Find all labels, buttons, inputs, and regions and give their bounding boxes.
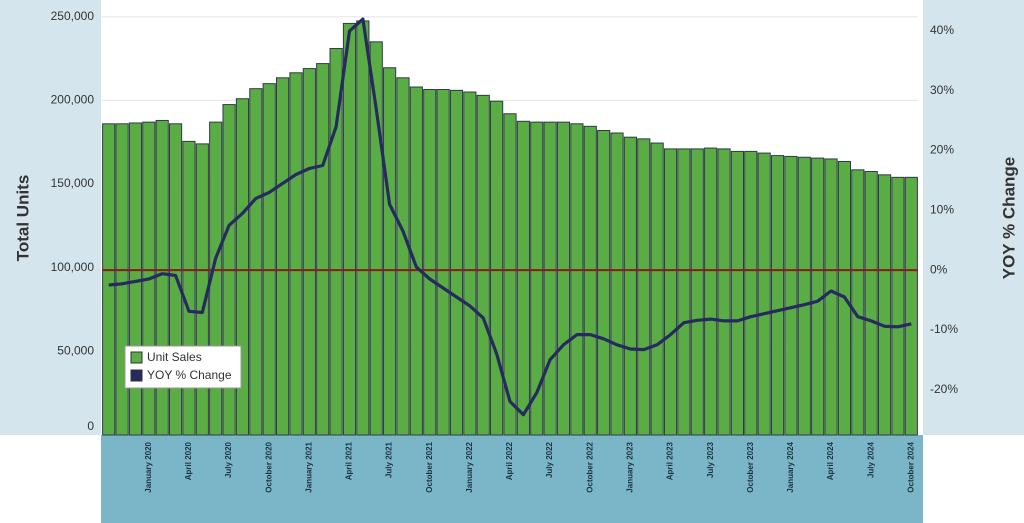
bar <box>543 121 557 436</box>
x-tick-label: July 2022 <box>545 441 554 478</box>
bar <box>329 48 343 436</box>
bar <box>249 88 263 436</box>
right-panel <box>923 0 1024 435</box>
bar <box>797 156 811 436</box>
bar <box>396 77 410 436</box>
y-tick-label: 100,000 <box>51 260 95 274</box>
bar <box>516 120 530 436</box>
y-tick-label: 50,000 <box>57 344 94 358</box>
bar <box>704 147 718 436</box>
legend-label: Unit Sales <box>147 350 202 364</box>
x-axis-panel <box>101 435 923 523</box>
left-panel <box>0 0 101 435</box>
bar <box>530 121 544 436</box>
bar <box>623 136 637 436</box>
bar <box>690 148 704 436</box>
bar <box>824 158 838 436</box>
yoy-line <box>108 17 912 417</box>
x-tick-label: July 2023 <box>706 441 715 478</box>
bar <box>556 121 571 436</box>
y2-tick-label: 10% <box>930 203 954 217</box>
y-tick-label: 150,000 <box>51 176 95 190</box>
x-tick-label: October 2022 <box>585 441 594 492</box>
bar <box>476 94 490 436</box>
bar <box>730 150 744 436</box>
bar <box>677 148 691 436</box>
legend-box <box>124 345 242 389</box>
bar <box>463 91 477 436</box>
x-tick-label: January 2020 <box>144 441 153 492</box>
bar <box>570 123 584 436</box>
bar <box>770 155 785 436</box>
x-tick-label: January 2023 <box>626 441 635 492</box>
y-tick-label: 0 <box>87 419 94 433</box>
y2-tick-label: -20% <box>930 382 958 396</box>
bar <box>851 169 865 436</box>
x-tick-label: January 2024 <box>786 441 795 492</box>
bar <box>663 148 678 436</box>
bar <box>864 170 878 436</box>
y-tick-label: 200,000 <box>51 93 95 107</box>
x-tick-label: April 2020 <box>184 441 193 480</box>
x-tick-label: July 2024 <box>866 441 875 478</box>
bar <box>276 77 290 436</box>
bar <box>637 138 651 436</box>
x-tick-label: July 2021 <box>385 441 394 478</box>
x-tick-label: July 2020 <box>224 441 233 478</box>
bar <box>289 72 303 436</box>
x-tick-label: October 2020 <box>264 441 273 492</box>
x-tick-label: April 2024 <box>826 441 835 480</box>
bar <box>877 174 892 436</box>
bar <box>891 176 905 436</box>
x-tick-label: April 2022 <box>505 441 514 480</box>
bar <box>423 89 437 436</box>
bar <box>784 155 798 436</box>
bar <box>102 123 116 436</box>
bar <box>757 152 771 436</box>
y2-tick-label: 30% <box>930 83 954 97</box>
x-tick-label: January 2021 <box>304 441 313 492</box>
x-tick-label: April 2021 <box>345 441 354 480</box>
bar <box>597 130 611 436</box>
bar <box>182 140 196 436</box>
legend: Unit Sales YOY % Change <box>124 345 242 389</box>
bar <box>717 148 731 436</box>
bar <box>449 89 464 436</box>
bar <box>316 63 330 436</box>
y2-axis-title: YOY % Change <box>999 157 1018 280</box>
x-tick-label: October 2024 <box>906 441 915 492</box>
bar <box>503 113 517 436</box>
bar <box>650 142 664 436</box>
y-tick-label: 250,000 <box>51 9 95 23</box>
x-tick-label: October 2023 <box>746 441 755 492</box>
legend-label: YOY % Change <box>147 368 232 382</box>
y2-tick-label: -10% <box>930 322 958 336</box>
bar <box>490 100 504 436</box>
y-axis-title: Total Units <box>13 175 32 262</box>
y2-tick-label: 20% <box>930 143 954 157</box>
x-tick-label: January 2022 <box>465 441 474 492</box>
bar <box>356 20 370 436</box>
x-tick-label: October 2021 <box>425 441 434 492</box>
bar <box>262 83 276 436</box>
y2-tick-label: 0% <box>930 262 948 276</box>
bar <box>744 150 758 436</box>
x-tick-label: April 2023 <box>666 441 675 480</box>
y2-tick-label: 40% <box>930 23 954 37</box>
bar <box>436 89 450 436</box>
bar <box>583 125 597 436</box>
bar <box>409 86 423 436</box>
bar <box>342 22 357 436</box>
legend-swatch <box>130 351 143 364</box>
bar <box>610 132 624 436</box>
legend-swatch <box>130 369 143 382</box>
bar <box>302 68 316 436</box>
bar <box>383 67 397 436</box>
bar <box>904 176 918 436</box>
